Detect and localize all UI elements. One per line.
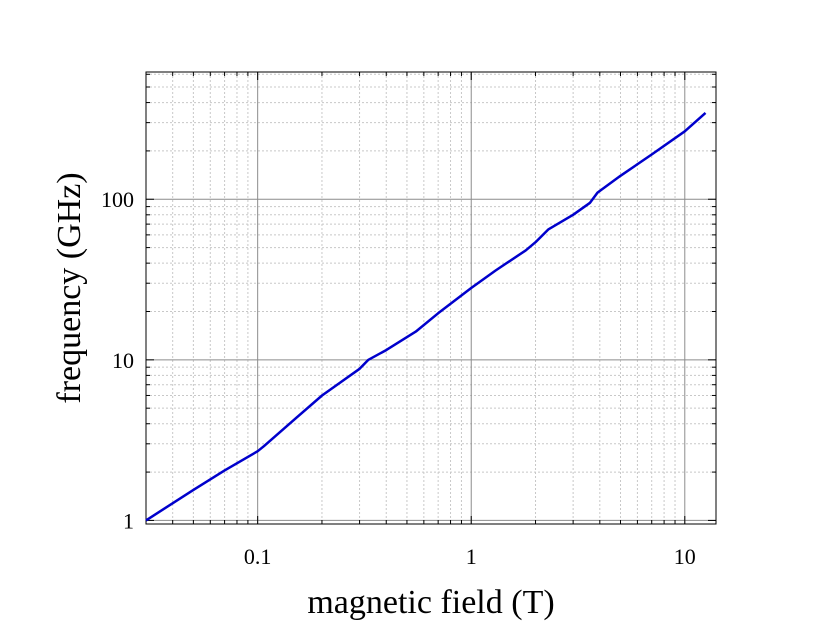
x-tick-label: 10 xyxy=(674,544,696,569)
minor-grid xyxy=(145,72,716,524)
series-line-0 xyxy=(145,111,707,522)
x-tick-label: 0.1 xyxy=(244,544,272,569)
y-tick-label: 100 xyxy=(101,187,134,212)
y-tick-label: 10 xyxy=(112,348,134,373)
plot-frame xyxy=(145,71,717,525)
major-grid xyxy=(146,72,716,524)
x-tick-labels: 0.1 1 10 xyxy=(244,544,696,569)
y-tick-labels: 1 10 100 xyxy=(101,187,134,533)
series-group xyxy=(145,111,707,522)
y-tick-label: 1 xyxy=(123,508,134,533)
axis-ticks xyxy=(145,72,716,524)
x-axis-title: magnetic field (T) xyxy=(307,584,554,621)
x-tick-label: 1 xyxy=(466,544,477,569)
y-axis-title: frequency (GHz) xyxy=(51,172,88,403)
